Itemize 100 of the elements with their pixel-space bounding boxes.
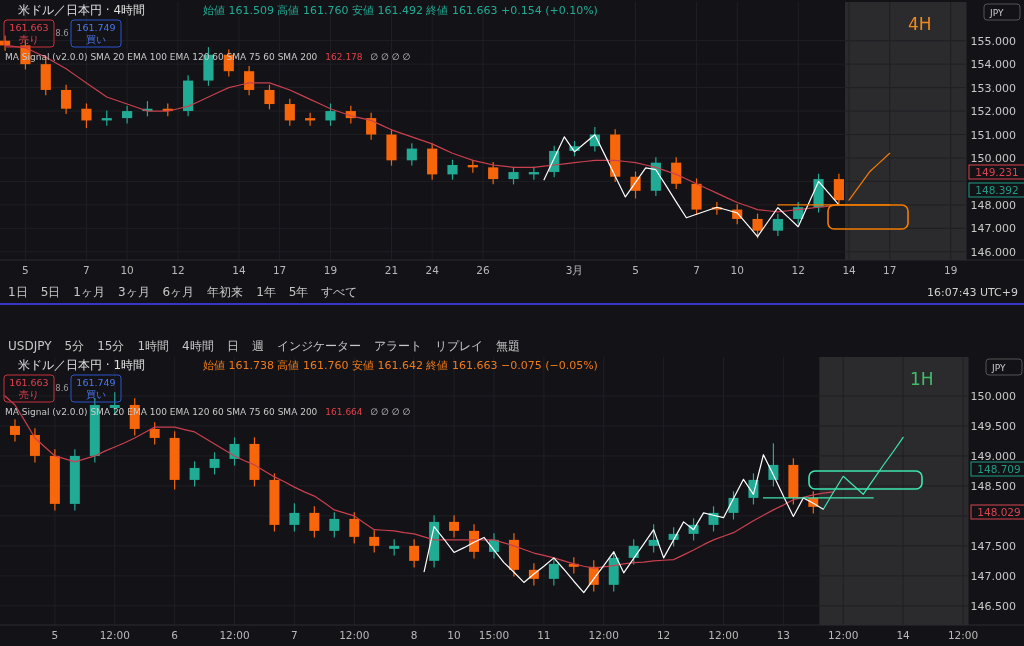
candlestick — [209, 452, 220, 475]
candlestick — [833, 173, 844, 206]
text: 週 — [251, 339, 264, 353]
text: 年初来 — [207, 285, 244, 299]
text: 1年 — [256, 285, 276, 299]
chart-subtitle: 始値 161.509 高値 161.760 安値 161.492 終値 161.663 +0.154 (+0.10%) — [203, 4, 598, 17]
text: 日 — [226, 339, 239, 353]
y-tick-label: 153.000 — [970, 81, 1016, 95]
text: 無題 — [495, 339, 520, 353]
x-tick-label: 13 — [776, 629, 791, 641]
x-tick-label: 7 — [693, 264, 700, 276]
y-tick-label: 152.000 — [970, 105, 1016, 119]
candlestick — [289, 503, 300, 532]
x-tick-label: 12:00 — [947, 629, 979, 641]
chart-title: 米ドル／日本円 · 4時間 — [18, 3, 146, 17]
y-tick-label: 146.500 — [970, 599, 1016, 613]
y-tick-label: 149.500 — [970, 419, 1016, 433]
annotation: 8.6 — [55, 28, 69, 38]
text: JPY — [989, 8, 1004, 18]
y-tick-label: 150.000 — [970, 151, 1016, 165]
x-tick-label: 21 — [384, 264, 399, 276]
candlestick — [349, 512, 360, 544]
text: 1ヶ月 — [73, 285, 105, 299]
y-tick-label: 147.000 — [970, 222, 1016, 236]
x-tick-label: 5 — [51, 629, 59, 641]
y-tick-label: 149.000 — [970, 449, 1016, 463]
line-series — [848, 152, 891, 201]
candlestick — [671, 157, 682, 190]
x-tick-label: 17 — [883, 264, 897, 276]
annotation: 1H — [910, 369, 934, 389]
x-tick-label: 12:00 — [99, 629, 130, 641]
x-tick-label: 19 — [323, 264, 338, 276]
candlestick — [449, 515, 460, 538]
text: アラート — [373, 339, 422, 353]
x-tick-label: 12:00 — [339, 629, 370, 641]
candlestick — [81, 103, 92, 129]
candlestick — [409, 539, 420, 568]
y-tick-label: 146.000 — [970, 245, 1016, 259]
annotation: 161.749 — [76, 22, 116, 33]
line-series — [423, 454, 824, 594]
candlestick — [149, 422, 160, 445]
x-tick-label: 14 — [896, 629, 911, 641]
annotation: 161.749 — [76, 377, 116, 388]
x-tick-label: 10 — [120, 264, 134, 276]
x-tick-label: 7 — [83, 264, 90, 276]
text: 5日 — [40, 285, 61, 299]
candlestick — [548, 557, 559, 586]
annotation: 8.6 — [55, 383, 69, 393]
chart-title: 米ドル／日本円 · 1時間 — [18, 358, 146, 372]
x-tick-label: 12:00 — [828, 629, 859, 641]
x-tick-label: 5 — [632, 264, 639, 276]
candlestick — [229, 437, 240, 466]
line-series — [543, 134, 840, 238]
candlestick — [447, 159, 458, 180]
x-tick-label: 14 — [842, 264, 857, 276]
text: リプレイ — [434, 339, 483, 353]
x-tick-label: 15:00 — [478, 629, 510, 641]
y-tick-label: 147.000 — [970, 569, 1016, 583]
x-tick-label: 12 — [171, 264, 185, 276]
annotation: ∅ ∅ ∅ ∅ — [370, 407, 411, 417]
text: 15分 — [97, 339, 125, 353]
candlestick — [628, 539, 639, 565]
annotation: 161.664 — [325, 407, 363, 417]
x-tick-label: 10 — [730, 264, 744, 276]
candlestick — [264, 84, 275, 110]
candlestick — [329, 512, 340, 538]
candlestick — [366, 112, 377, 140]
text: 149.231 — [975, 166, 1019, 178]
x-tick-label: 10 — [447, 629, 461, 641]
text: 5年 — [288, 285, 309, 299]
candlestick — [244, 65, 255, 96]
candlestick — [369, 530, 380, 553]
x-tick-label: 14 — [232, 264, 246, 276]
y-tick-label: 148.000 — [970, 198, 1016, 212]
annotation: ∅ ∅ ∅ ∅ — [370, 52, 411, 62]
x-tick-label: 26 — [476, 264, 490, 276]
x-tick-label: 7 — [291, 629, 298, 641]
text: 148.392 — [975, 184, 1019, 196]
y-tick-label: 148.500 — [970, 479, 1016, 493]
candlestick — [752, 213, 763, 239]
text: すべて — [321, 285, 358, 299]
text: 148.709 — [977, 463, 1021, 475]
candlestick — [406, 143, 417, 166]
candlestick — [284, 98, 295, 126]
annotation: 売り — [19, 34, 39, 45]
annotation: 売り — [19, 389, 39, 400]
x-tick-label: 5 — [22, 264, 29, 276]
y-tick-label: 154.000 — [970, 58, 1016, 72]
candlestick — [9, 419, 20, 442]
candlestick — [772, 213, 783, 236]
text: USDJPY — [8, 339, 53, 353]
annotation: 161.663 — [9, 22, 49, 33]
annotation: 161.663 — [9, 377, 49, 388]
y-tick-label: 155.000 — [970, 34, 1016, 48]
x-tick-label: 17 — [272, 264, 287, 276]
x-tick-label: 12:00 — [588, 629, 619, 641]
candlestick — [648, 524, 659, 553]
candlestick — [488, 162, 499, 185]
x-tick-label: 6 — [171, 629, 179, 641]
chart-subtitle: 始値 161.738 高値 161.760 安値 161.642 終値 161.663 −0.075 (−0.05%) — [203, 359, 598, 372]
